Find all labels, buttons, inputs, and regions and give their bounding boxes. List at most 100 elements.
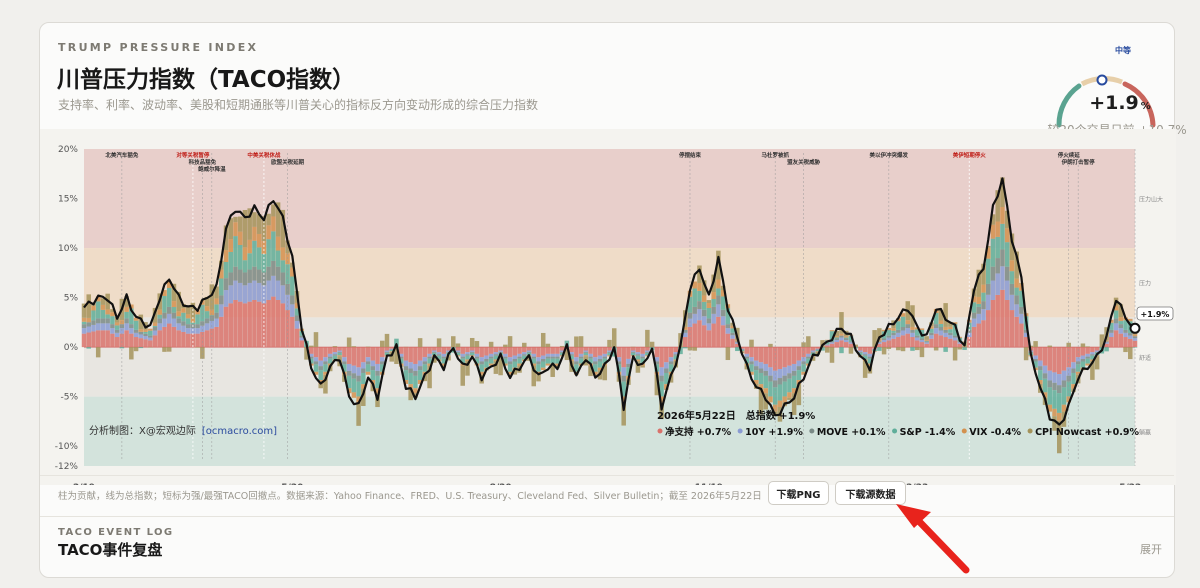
- contribution-bar: [446, 347, 451, 351]
- contribution-bar: [716, 295, 721, 305]
- contribution-bar: [881, 342, 887, 348]
- contribution-bar: [86, 326, 91, 333]
- contribution-bar: [275, 280, 281, 300]
- contribution-bar: [777, 369, 783, 379]
- contribution-bar: [152, 322, 158, 326]
- contribution-bar: [1094, 356, 1100, 370]
- contribution-bar: [749, 357, 754, 362]
- contribution-bar: [943, 337, 948, 348]
- contribution-bar: [398, 347, 404, 354]
- contribution-bar: [730, 325, 735, 329]
- contribution-bar: [1109, 322, 1114, 330]
- contribution-bar: [469, 352, 475, 356]
- contribution-bar: [924, 336, 929, 340]
- contribution-bar: [796, 370, 802, 381]
- contribution-bar: [327, 358, 333, 364]
- contribution-bar: [266, 225, 271, 240]
- event-log-title: TACO事件复盘: [58, 541, 163, 559]
- gauge-value-number: +1.9: [1089, 92, 1139, 114]
- contribution-bar: [995, 190, 1000, 222]
- contribution-bar: [645, 329, 650, 348]
- y-tick-label: 15%: [58, 195, 78, 205]
- contribution-bar: [952, 324, 958, 336]
- contribution-bar: [219, 278, 224, 296]
- contribution-bar: [976, 313, 982, 324]
- contribution-bar: [181, 308, 186, 313]
- contribution-bar: [356, 396, 361, 403]
- contribution-bar: [413, 347, 418, 364]
- contribution-bar: [981, 284, 986, 293]
- contribution-bar: [654, 361, 660, 365]
- contribution-bar: [247, 239, 252, 254]
- contribution-bar: [1014, 316, 1019, 348]
- download-png-button[interactable]: 下载PNG: [768, 481, 829, 505]
- contribution-bar: [725, 324, 731, 329]
- contribution-bar: [332, 355, 338, 360]
- contribution-bar: [252, 266, 257, 281]
- contribution-bar: [569, 354, 574, 356]
- contribution-bar: [1066, 342, 1071, 348]
- contribution-bar: [148, 337, 153, 341]
- contribution-bar: [787, 378, 792, 393]
- contribution-bar: [659, 381, 664, 397]
- contribution-bar: [555, 363, 560, 366]
- contribution-bar: [664, 362, 669, 369]
- contribution-bar: [280, 285, 286, 304]
- contribution-bar: [574, 364, 579, 372]
- contribution-bar: [441, 347, 447, 354]
- contribution-bar: [417, 347, 423, 361]
- expand-button[interactable]: 展开: [1140, 543, 1162, 556]
- x-tick-label: 8/20: [490, 483, 512, 485]
- contribution-bar: [214, 318, 219, 327]
- contribution-bar: [176, 330, 181, 348]
- contribution-bar: [985, 247, 991, 259]
- contribution-bar: [848, 335, 854, 342]
- contribution-bar: [635, 354, 641, 356]
- contribution-bar: [214, 326, 219, 348]
- contribution-bar: [95, 323, 101, 331]
- contribution-bar: [716, 304, 721, 317]
- contribution-bar: [95, 330, 101, 348]
- contribution-bar: [133, 320, 139, 330]
- contribution-bar: [261, 253, 267, 273]
- contribution-bar: [687, 347, 693, 351]
- contribution-bar: [271, 260, 276, 276]
- contribution-bar: [862, 352, 868, 355]
- contribution-bar: [133, 347, 139, 352]
- download-data-button[interactable]: 下载源数据: [835, 481, 906, 505]
- contribution-bar: [252, 226, 257, 241]
- contribution-bar: [526, 347, 532, 351]
- contribution-bar: [995, 273, 1000, 295]
- contribution-bar: [1118, 317, 1124, 322]
- contribution-bar: [995, 294, 1000, 348]
- contribution-bar: [682, 332, 688, 338]
- contribution-bar: [86, 322, 91, 327]
- contribution-bar: [559, 345, 565, 348]
- contribution-bar: [512, 359, 518, 362]
- contribution-bar: [95, 347, 101, 358]
- contribution-bar: [593, 357, 598, 362]
- contribution-bar: [469, 350, 475, 352]
- contribution-bar: [924, 340, 929, 342]
- contribution-bar: [162, 326, 167, 348]
- contribution-bar: [1004, 280, 1010, 300]
- contribution-bar: [886, 327, 892, 330]
- contribution-bar: [413, 363, 418, 371]
- contribution-bar: [209, 320, 215, 329]
- contribution-bar: [86, 332, 91, 348]
- contribution-bar: [919, 328, 925, 330]
- contribution-bar: [796, 347, 802, 361]
- contribution-bar: [938, 335, 944, 348]
- contribution-bar: [214, 304, 219, 313]
- event-label: 美伊短期停火: [953, 151, 987, 159]
- contribution-bar: [1052, 408, 1057, 417]
- contribution-bar: [820, 347, 825, 351]
- contribution-bar: [488, 356, 494, 359]
- contribution-bar: [261, 216, 267, 242]
- event-label: 北美汽车豁免: [105, 151, 139, 159]
- contribution-bar: [1000, 223, 1005, 250]
- contribution-bar: [749, 364, 754, 372]
- contribution-bar: [237, 245, 243, 270]
- contribution-bar: [280, 272, 286, 286]
- contribution-bar: [242, 209, 248, 248]
